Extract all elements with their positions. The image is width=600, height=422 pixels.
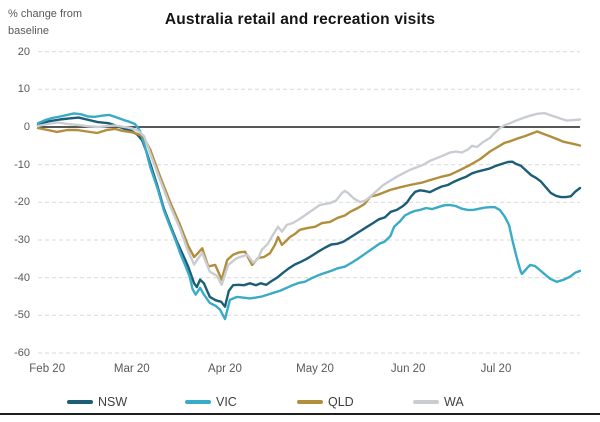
x-tick-label: Jun 20 <box>390 363 426 375</box>
y-tick-label: -50 <box>14 309 30 322</box>
x-tick-label: Mar 20 <box>113 363 150 375</box>
series-line-wa <box>36 111 582 286</box>
y-axis-unit-line2: baseline <box>8 24 49 37</box>
x-axis-tick-labels: Feb 20 Mar 20 Apr 20 May 20 Jun 20 Jul 20 <box>0 363 600 379</box>
legend-label: QLD <box>328 395 354 409</box>
legend-line-swatch <box>67 400 93 404</box>
legend-item-vic: VIC <box>185 394 237 410</box>
y-axis-unit-line1: % change from <box>8 8 82 20</box>
legend-line-swatch <box>413 400 439 404</box>
y-tick-label: -30 <box>14 234 30 246</box>
y-tick-label: 20 <box>17 45 30 58</box>
y-axis-tick-labels: 20 10 0 -10 -20 -30 -40 -50 -60 <box>0 0 30 422</box>
x-tick-label: Jul 20 <box>480 363 512 375</box>
x-tick-label: Feb 20 <box>29 363 66 375</box>
y-tick-label: 10 <box>17 83 30 96</box>
y-tick-label: 0 <box>23 121 30 133</box>
bottom-rule <box>0 413 600 415</box>
y-tick-label: -60 <box>14 347 30 359</box>
x-tick-label: Apr 20 <box>208 363 242 375</box>
series-line-vic <box>36 112 582 321</box>
y-tick-label: -40 <box>14 271 30 284</box>
y-tick-label: -20 <box>14 196 30 209</box>
legend-line-swatch <box>297 400 323 404</box>
legend-label: VIC <box>216 395 237 409</box>
legend-line-swatch <box>185 400 211 404</box>
legend-item-wa: WA <box>413 394 464 410</box>
chart-title: Australia retail and recreation visits <box>164 11 436 28</box>
x-tick-label: May 20 <box>296 363 334 375</box>
y-axis-unit-label: % change from baseline <box>8 6 82 39</box>
legend-label: WA <box>444 395 464 409</box>
legend: NSW VIC QLD WA <box>0 394 600 412</box>
legend-label: NSW <box>98 395 128 409</box>
legend-item-nsw: NSW <box>67 394 127 410</box>
y-tick-label: -10 <box>14 158 30 171</box>
legend-item-qld: QLD <box>297 394 354 410</box>
